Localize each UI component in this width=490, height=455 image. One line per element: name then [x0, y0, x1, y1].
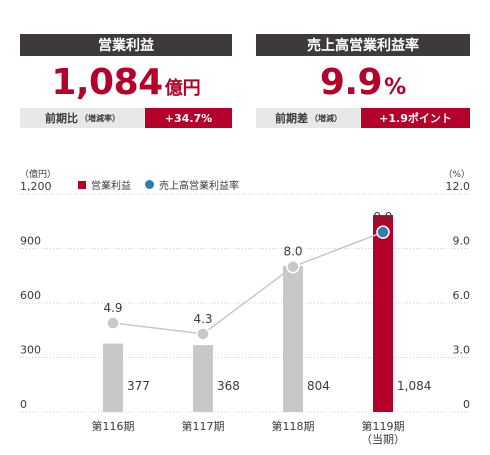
- profit-change-note: （増減率）: [80, 113, 120, 123]
- margin-point-1: [106, 316, 120, 330]
- margin-value-label: 9.9: [373, 210, 392, 224]
- left-axis-tick: 0: [20, 398, 27, 411]
- margin-point-3: [286, 259, 300, 274]
- margin-header: 売上高営業利益率: [256, 34, 470, 56]
- margin-change-note: （増減）: [310, 113, 342, 123]
- category-label: 第118期: [272, 419, 315, 433]
- profit-header: 営業利益: [20, 34, 232, 56]
- bar-2: [193, 345, 213, 412]
- margin-header-label: 売上高営業利益率: [307, 38, 419, 54]
- margin-line: [112, 231, 384, 335]
- margin-change-label: 前期差: [275, 112, 308, 125]
- margin-point-4: [376, 225, 390, 239]
- bar-value-label: 804: [307, 379, 330, 393]
- profit-number: 1,084: [51, 62, 163, 103]
- margin-change-value: +1.9ポイント: [361, 108, 470, 128]
- right-axis-tick: 3.0: [453, 344, 471, 357]
- left-axis-tick: 300: [20, 344, 41, 357]
- margin-number: 9.9: [319, 62, 383, 103]
- bar-3: [283, 265, 303, 412]
- right-axis-tick: 9.0: [453, 235, 471, 248]
- category-label: 第119期: [362, 419, 405, 433]
- left-axis-tick: 900: [20, 235, 41, 248]
- legend-bar-swatch: [78, 180, 86, 189]
- margin-change: 前期差 （増減） +1.9ポイント: [256, 108, 470, 128]
- profit-change: 前期比 （増減率） +34.7%: [20, 108, 232, 128]
- bar-value-label: 368: [217, 379, 240, 393]
- margin-unit: %: [384, 75, 407, 100]
- right-axis-tick: 0: [463, 398, 470, 411]
- margin-value: 9.9 %: [256, 62, 470, 103]
- legend-line-label: 売上高営業利益率: [159, 181, 239, 192]
- right-axis-tick: 6.0: [453, 289, 471, 302]
- left-axis-tick: 600: [20, 289, 41, 302]
- left-axis-unit: （億円）: [20, 168, 56, 180]
- profit-value: 1,084 億円: [20, 62, 232, 103]
- category-label: 第117期: [182, 419, 225, 433]
- bar-value-label: 1,084: [397, 379, 431, 393]
- profit-change-label: 前期比: [45, 112, 78, 125]
- chart-legend: 営業利益 売上高営業利益率: [78, 177, 239, 192]
- bar-value-label: 377: [127, 379, 150, 393]
- category-label: （当期）: [361, 432, 405, 446]
- bar-4: [373, 215, 393, 412]
- legend-bar-label: 営業利益: [91, 181, 131, 192]
- profit-change-label-box: 前期比 （増減率）: [20, 108, 145, 128]
- margin-value-label: 8.0: [283, 245, 302, 259]
- margin-value-label: 4.9: [103, 301, 122, 315]
- right-axis-unit: （%）: [443, 169, 470, 180]
- category-label: 第116期: [92, 419, 135, 433]
- margin-value-label: 4.3: [193, 312, 212, 326]
- bar-1: [103, 343, 123, 412]
- left-axis-tick: 1,200: [20, 180, 52, 193]
- profit-change-value: +34.7%: [145, 108, 232, 128]
- margin-change-label-box: 前期差 （増減）: [256, 108, 361, 128]
- right-axis-tick: 12.0: [446, 180, 471, 193]
- legend-line-swatch: [145, 180, 154, 189]
- profit-unit: 億円: [164, 78, 201, 99]
- profit-header-label: 営業利益: [98, 38, 154, 54]
- margin-point-2: [196, 327, 210, 341]
